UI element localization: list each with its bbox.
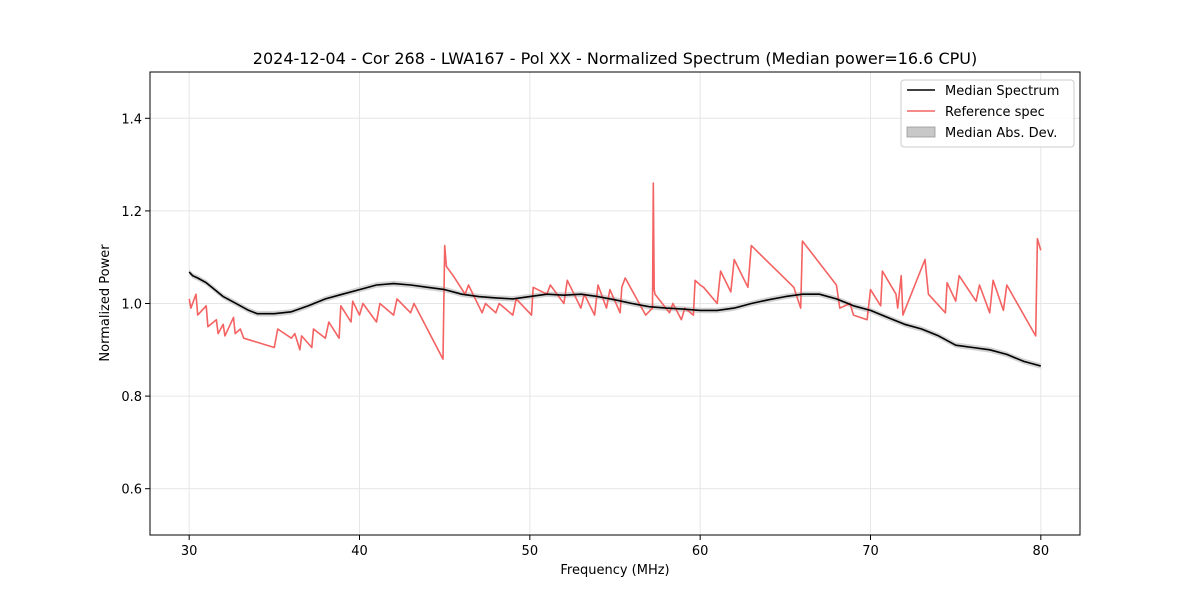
series-layer <box>188 182 1042 367</box>
median-spectrum-line <box>188 271 1042 367</box>
grid <box>150 72 1080 535</box>
legend-reference-label: Reference spec <box>945 105 1045 120</box>
mad-band <box>189 269 1041 369</box>
x-tick-label: 60 <box>692 544 709 559</box>
chart-title: 2024-12-04 - Cor 268 - LWA167 - Pol XX -… <box>253 49 977 68</box>
x-tick-label: 30 <box>181 544 198 559</box>
x-tick-label: 50 <box>522 544 539 559</box>
y-axis: 0.6 0.8 1.0 1.2 1.4 <box>121 112 150 498</box>
y-tick-label: 1.4 <box>121 112 142 127</box>
x-axis: 30 40 50 60 70 80 <box>181 535 1049 559</box>
legend-mad-swatch <box>906 126 936 138</box>
legend-median-label: Median Spectrum <box>945 84 1059 99</box>
reference-spectrum-line <box>188 182 1042 360</box>
legend-mad-label: Median Abs. Dev. <box>945 126 1057 141</box>
mad-band-layer <box>189 269 1041 369</box>
y-tick-label: 1.2 <box>121 205 142 220</box>
y-tick-label: 1.0 <box>121 298 142 313</box>
x-tick-label: 40 <box>351 544 368 559</box>
x-axis-label: Frequency (MHz) <box>560 563 669 578</box>
legend: Median Spectrum Reference spec Median Ab… <box>900 79 1075 148</box>
legend-box <box>900 79 1075 148</box>
y-tick-label: 0.6 <box>121 483 142 498</box>
x-tick-label: 80 <box>1033 544 1050 559</box>
x-tick-label: 70 <box>862 544 879 559</box>
y-tick-label: 0.8 <box>121 390 142 405</box>
y-axis-label: Normalized Power <box>98 244 113 362</box>
